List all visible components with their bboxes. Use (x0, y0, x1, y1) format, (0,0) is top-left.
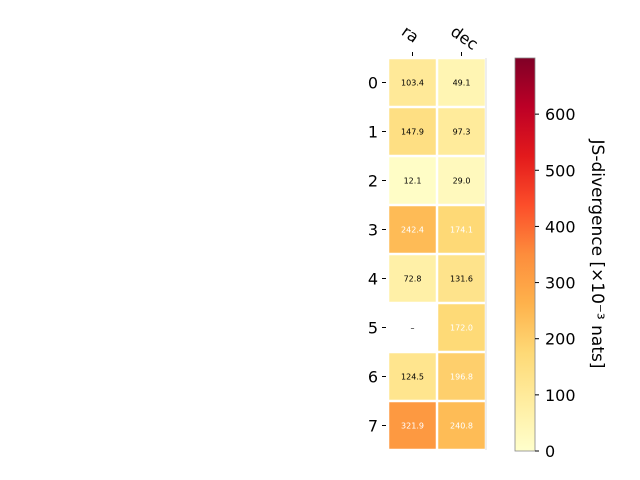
cell-value-label: 124.5 (401, 373, 424, 382)
heatmap-cell (438, 59, 485, 106)
row-label: 3 (368, 221, 378, 240)
row-tick-labels: 0 1 2 3 4 5 6 7 (368, 58, 487, 450)
cell-value-label: 49.1 (453, 79, 471, 88)
row-label: 1 (368, 123, 378, 142)
cell-value-label: 72.8 (404, 275, 422, 284)
column-label: ra (398, 22, 422, 47)
column-tick-labels: ra dec (398, 22, 482, 56)
cell-value-label: 131.6 (450, 275, 473, 284)
heatmap-cell (389, 206, 436, 253)
row-label: 0 (368, 74, 378, 93)
colorbar-tick-label: 600 (545, 105, 576, 124)
heatmap-cell (438, 402, 485, 449)
colorbar-label: JS-divergence [×10⁻³ nats] (587, 139, 607, 369)
cell-value-label: 97.3 (453, 128, 471, 137)
heatmap-cell (438, 353, 485, 400)
row-label: 5 (368, 319, 378, 338)
heatmap-cell (438, 206, 485, 253)
row-label: 4 (368, 270, 378, 289)
heatmap-cell (389, 108, 436, 155)
heatmap-cell (389, 402, 436, 449)
row-label: 6 (368, 368, 378, 387)
heatmap-cell (389, 59, 436, 106)
heatmap-cell (389, 304, 436, 351)
row-label: 2 (368, 172, 378, 191)
cell-value-label: 172.0 (450, 324, 473, 333)
colorbar-tick-label: 100 (545, 386, 576, 405)
heatmap-cell (438, 157, 485, 204)
heatmap-cell (438, 304, 485, 351)
cell-value-label: – (411, 324, 415, 333)
cell-value-label: 240.8 (450, 422, 473, 431)
cell-value-label: 103.4 (401, 79, 424, 88)
heatmap-cell (438, 255, 485, 302)
heatmap-cell (438, 108, 485, 155)
colorbar-tick-label: 500 (545, 161, 576, 180)
cell-value-label: 12.1 (404, 177, 422, 186)
heatmap-cell (389, 353, 436, 400)
cell-value-label: 196.8 (450, 373, 473, 382)
cell-value-label: 147.9 (401, 128, 424, 137)
heatmap-cell (389, 157, 436, 204)
cell-value-label: 321.9 (401, 422, 424, 431)
colorbar-tick-label: 300 (545, 274, 576, 293)
colorbar: 0 100 200 300 400 500 600 JS-divergence [×10⁻³… (514, 57, 607, 461)
colorbar-tick-label: 200 (545, 330, 576, 349)
colorbar-ticks: 0 100 200 300 400 500 600 (535, 105, 576, 461)
colorbar-tick-label: 400 (545, 217, 576, 236)
colorbar-tick-label: 0 (545, 442, 555, 461)
colorbar-gradient (514, 57, 536, 452)
column-label: dec (447, 22, 481, 54)
heatmap-cell (389, 255, 436, 302)
heatmap-cells: 103.4 49.1 147.9 97.3 12.1 29.0 242.4 174.1 72.8… (389, 59, 485, 449)
cell-value-label: 242.4 (401, 226, 424, 235)
cell-value-label: 174.1 (450, 226, 473, 235)
cell-value-label: 29.0 (453, 177, 471, 186)
row-label: 7 (368, 417, 378, 436)
